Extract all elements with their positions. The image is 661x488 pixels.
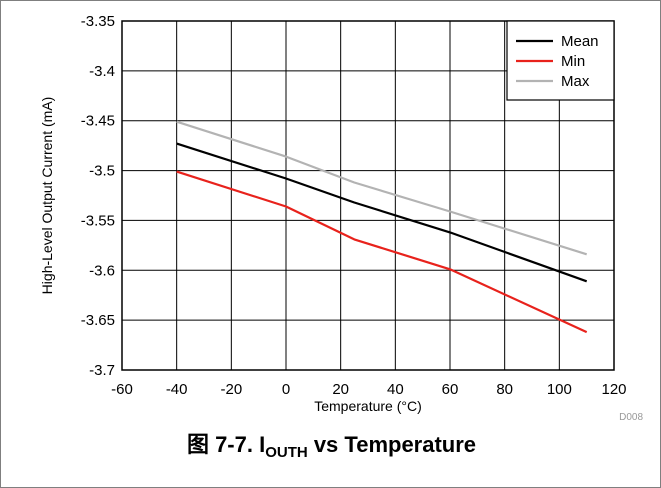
x-tick-label: 20 [332, 381, 349, 398]
x-tick-label: 120 [601, 381, 626, 398]
caption-suffix: vs Temperature [307, 432, 477, 457]
x-tick-label: -40 [166, 381, 188, 398]
y-tick-label: -3.35 [81, 13, 115, 30]
x-tick-label: 0 [282, 381, 290, 398]
x-tick-label: 100 [547, 381, 572, 398]
legend-label-mean: Mean [561, 33, 599, 50]
y-tick-label: -3.7 [89, 362, 115, 379]
y-axis-title: High-Level Output Current (mA) [39, 97, 55, 295]
y-tick-label: -3.5 [89, 163, 115, 180]
x-tick-label: -60 [111, 381, 133, 398]
figure-caption: 图 7-7. IOUTH vs Temperature [1, 427, 661, 461]
y-tick-label: -3.45 [81, 113, 115, 130]
x-tick-label: 40 [387, 381, 404, 398]
x-axis-title: Temperature (°C) [314, 398, 422, 414]
y-tick-label: -3.4 [89, 63, 115, 80]
y-tick-label: -3.65 [81, 312, 115, 329]
caption-subscript: OUTH [265, 444, 308, 461]
legend: Mean Min Max [506, 20, 615, 101]
y-tick-labels: -3.35 -3.4 -3.45 -3.5 -3.55 -3.6 -3.65 -3.7 [81, 13, 115, 379]
line-chart: -60 -40 -20 0 20 40 60 80 100 120 -3.35-3.4-3.45-… [39, 13, 643, 421]
series-lines [176, 120, 588, 334]
x-tick-label: -20 [220, 381, 242, 398]
caption-prefix: 图 7-7. I [186, 432, 266, 457]
figure-code: D008 [619, 412, 643, 421]
series-line-min [176, 170, 588, 334]
x-tick-labels: -60 -40 -20 0 20 40 60 80 100 120 [111, 381, 626, 398]
legend-label-max: Max [561, 73, 590, 90]
plot-frame [121, 20, 615, 371]
legend-label-min: Min [561, 53, 585, 70]
series-line-max [176, 120, 588, 256]
y-tick-label: -3.6 [89, 262, 115, 279]
y-tick-label: -3.55 [81, 212, 115, 229]
x-tick-label: 60 [442, 381, 459, 398]
x-tick-label: 80 [496, 381, 513, 398]
series-line-mean [176, 142, 588, 283]
